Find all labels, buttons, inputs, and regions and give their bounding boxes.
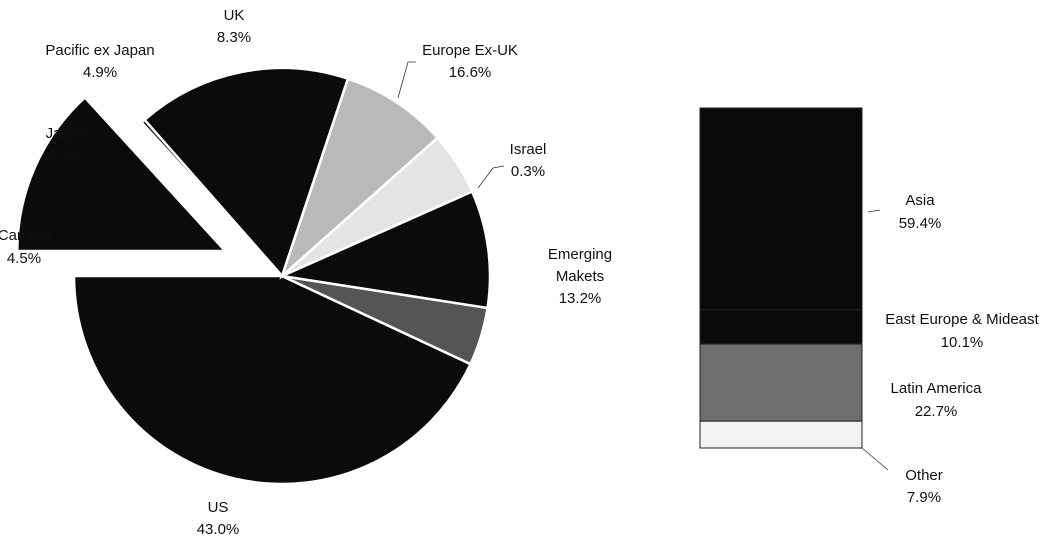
pie-slice-emerging-makets bbox=[16, 95, 229, 253]
pie-value-canada: 4.5% bbox=[7, 250, 41, 267]
pie-value-uk: 8.3% bbox=[217, 29, 251, 46]
bar-value-latin-america: 22.7% bbox=[915, 403, 958, 420]
stacked-bar-labels: Asia 59.4% East Europe & Mideast 10.1% Latin… bbox=[861, 192, 1040, 506]
bar-label-east-europe-mideast: East Europe & Mideast bbox=[885, 311, 1039, 328]
bar-value-other: 7.9% bbox=[907, 489, 941, 506]
leader-line-israel bbox=[477, 165, 505, 189]
pie-slice-japan bbox=[277, 189, 492, 310]
bar-segment-asia bbox=[699, 107, 863, 311]
pie-slice-uk bbox=[279, 77, 440, 281]
pie-label-europe-ex-uk: Europe Ex-UK bbox=[422, 42, 518, 59]
pie-slice-europe-ex-uk bbox=[142, 66, 350, 279]
bar-segment-latin-america bbox=[699, 343, 863, 422]
pie-label-emerging-makets: Emerging Makets bbox=[548, 246, 612, 285]
leader-line-other bbox=[861, 447, 889, 471]
bar-value-east-europe-mideast: 10.1% bbox=[941, 334, 984, 351]
bar-label-latin-america: Latin America bbox=[891, 380, 983, 397]
pie-value-japan: 9.1% bbox=[49, 148, 83, 165]
pie-value-us: 43.0% bbox=[197, 521, 240, 538]
pie-slice-us bbox=[72, 274, 473, 486]
leader-line-asia bbox=[867, 209, 881, 213]
pie-label-israel: Israel bbox=[510, 141, 547, 158]
bar-segment-other bbox=[699, 420, 863, 449]
stacked-bar-chart bbox=[699, 107, 863, 449]
pie-value-pacific-ex-japan: 4.9% bbox=[83, 64, 117, 81]
pie-label-uk: UK bbox=[224, 7, 245, 24]
pie-chart bbox=[16, 66, 492, 486]
pie-label-canada: Canada bbox=[0, 227, 51, 244]
pie-labels: US 43.0% Canada 4.5% Japan 9.1% Pacific ex Jap… bbox=[0, 7, 612, 538]
pie-label-us: US bbox=[208, 499, 229, 516]
pie-slice-israel bbox=[139, 118, 283, 277]
pie-label-japan: Japan bbox=[46, 125, 87, 142]
bar-label-other: Other bbox=[905, 467, 943, 484]
bar-value-asia: 59.4% bbox=[899, 215, 942, 232]
pie-value-europe-ex-uk: 16.6% bbox=[449, 64, 492, 81]
bar-label-asia: Asia bbox=[905, 192, 935, 209]
pie-value-israel: 0.3% bbox=[511, 163, 545, 180]
pie-label-pacific-ex-japan: Pacific ex Japan bbox=[45, 42, 154, 59]
pie-value-emerging-makets: 13.2% bbox=[559, 290, 602, 307]
leader-line-europe-ex-uk bbox=[397, 61, 416, 99]
bar-segment-east-europe-mideast bbox=[699, 309, 863, 345]
